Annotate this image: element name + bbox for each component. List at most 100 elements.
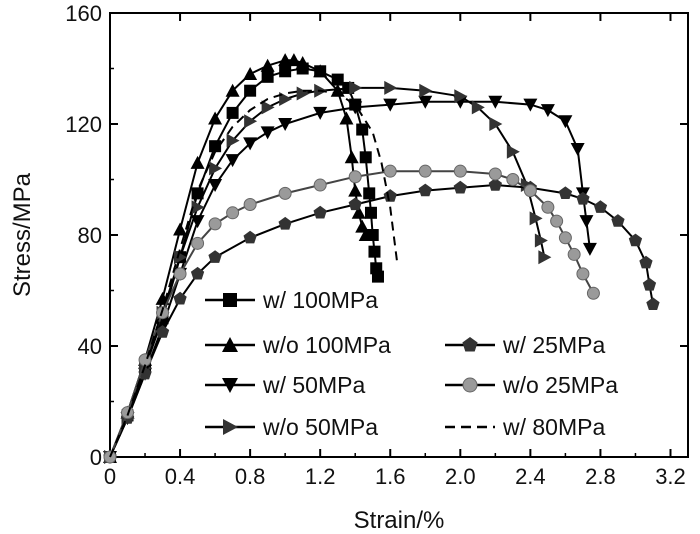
- data-point-triangle-down: [418, 95, 433, 109]
- x-axis-title: Strain/%: [354, 507, 445, 534]
- data-point-triangle-right: [279, 92, 293, 107]
- data-point-circle: [278, 186, 292, 200]
- data-point-triangle-up: [344, 150, 359, 164]
- data-point-triangle-up: [351, 205, 366, 219]
- legend-entry: w/ 50MPa: [205, 372, 365, 398]
- data-point-pentagon: [558, 186, 573, 199]
- data-point-square: [363, 187, 376, 200]
- data-point-circle: [418, 164, 432, 178]
- legend-entry: w/o 50MPa: [205, 414, 378, 440]
- data-point-pentagon: [173, 291, 187, 305]
- legend-label: w/o 50MPa: [262, 414, 378, 440]
- x-tick-label: 1.6: [375, 464, 406, 489]
- data-point-circle: [313, 178, 327, 192]
- data-point-triangle-down: [570, 142, 585, 156]
- data-point-square: [364, 206, 377, 219]
- data-point-triangle-down: [582, 242, 597, 256]
- legend-label: w/o 25MPa: [502, 372, 618, 398]
- x-tick-label: 2.8: [585, 464, 616, 489]
- data-point-triangle-up: [208, 111, 223, 125]
- data-point-pentagon: [348, 197, 362, 211]
- data-point-circle: [243, 197, 257, 211]
- data-point-triangle-right: [223, 419, 238, 435]
- data-point-pentagon: [488, 178, 502, 191]
- data-point-triangle-right: [349, 80, 363, 95]
- legend-label: w/ 80MPa: [502, 414, 605, 440]
- data-point-triangle-up: [313, 64, 328, 78]
- x-tick-label: 3.2: [655, 464, 686, 489]
- data-point-triangle-right: [534, 233, 548, 248]
- legend-entry: w/ 25MPa: [445, 332, 605, 358]
- data-point-triangle-up: [225, 83, 240, 97]
- data-point-triangle-down: [540, 104, 555, 118]
- series-w-o-25mpa: [103, 164, 600, 464]
- y-tick-label: 40: [78, 334, 102, 359]
- data-point-square: [368, 245, 381, 258]
- data-point-triangle-up: [348, 183, 363, 197]
- data-point-pentagon: [208, 250, 222, 263]
- series-group: [103, 53, 660, 464]
- data-point-triangle-right: [471, 100, 485, 115]
- data-point-circle: [462, 377, 478, 393]
- data-point-square: [226, 106, 239, 119]
- x-tick-label: 2.0: [445, 464, 476, 489]
- data-point-pentagon: [593, 200, 608, 213]
- axes: 0 0.4 0.8 1.2 1.6 2.0 2.4 2.8 3.2 0 40 80 120 160: [65, 1, 689, 489]
- data-point-square: [261, 70, 274, 83]
- data-point-circle: [550, 214, 564, 228]
- data-point-triangle-down: [313, 106, 328, 120]
- data-point-pentagon: [646, 297, 660, 310]
- data-point-triangle-right: [244, 114, 258, 129]
- data-point-triangle-right: [454, 89, 468, 104]
- data-point-triangle-down: [383, 98, 398, 112]
- data-point-circle: [558, 231, 572, 245]
- data-point-square: [223, 293, 237, 307]
- data-point-triangle-right: [261, 100, 275, 115]
- data-point-triangle-up: [190, 155, 205, 169]
- data-point-triangle-down: [523, 98, 538, 112]
- data-point-triangle-up: [295, 55, 310, 69]
- data-point-pentagon: [418, 183, 432, 197]
- data-point-pentagon: [639, 255, 653, 269]
- data-point-triangle-right: [529, 211, 543, 226]
- data-point-square: [371, 270, 384, 283]
- data-point-square: [279, 65, 292, 78]
- data-point-triangle-down: [243, 137, 258, 151]
- data-point-pentagon: [628, 233, 643, 247]
- data-point-pentagon: [155, 325, 170, 338]
- legend-label: w/o 100MPa: [262, 332, 391, 358]
- data-point-triangle-up: [173, 222, 188, 236]
- data-point-circle: [523, 184, 537, 198]
- legend: w/ 100MPa w/o 100MPa w/ 50MPa w/o 50MPa w/ 2…: [205, 287, 618, 440]
- data-point-triangle-right: [419, 83, 433, 98]
- series-w-o-50mpa: [104, 80, 552, 464]
- data-point-triangle-right: [226, 133, 240, 148]
- data-point-pentagon: [243, 230, 257, 244]
- data-point-pentagon: [383, 189, 397, 202]
- x-tick-label: 0.8: [235, 464, 266, 489]
- data-point-circle: [138, 353, 152, 367]
- data-point-triangle-down: [225, 154, 240, 168]
- data-point-circle: [453, 164, 467, 178]
- data-point-square: [359, 151, 372, 164]
- data-point-triangle-right: [209, 161, 223, 176]
- data-point-triangle-right: [506, 144, 520, 159]
- legend-entry: w/o 25MPa: [445, 372, 618, 398]
- data-point-circle: [226, 206, 240, 220]
- data-point-triangle-right: [538, 250, 552, 265]
- data-point-triangle-up: [358, 228, 373, 241]
- legend-label: w/ 100MPa: [262, 287, 378, 313]
- series-w-80mpa: [109, 89, 399, 458]
- data-point-pentagon: [642, 277, 657, 291]
- data-point-pentagon: [453, 180, 467, 194]
- data-point-circle: [541, 200, 555, 214]
- data-point-triangle-down: [348, 101, 363, 115]
- data-point-pentagon: [278, 216, 292, 230]
- data-point-triangle-up: [286, 53, 301, 67]
- x-tick-label: 1.2: [305, 464, 336, 489]
- data-point-triangle-right: [384, 80, 398, 95]
- data-point-circle: [348, 170, 362, 184]
- x-tick-label: 2.4: [515, 464, 546, 489]
